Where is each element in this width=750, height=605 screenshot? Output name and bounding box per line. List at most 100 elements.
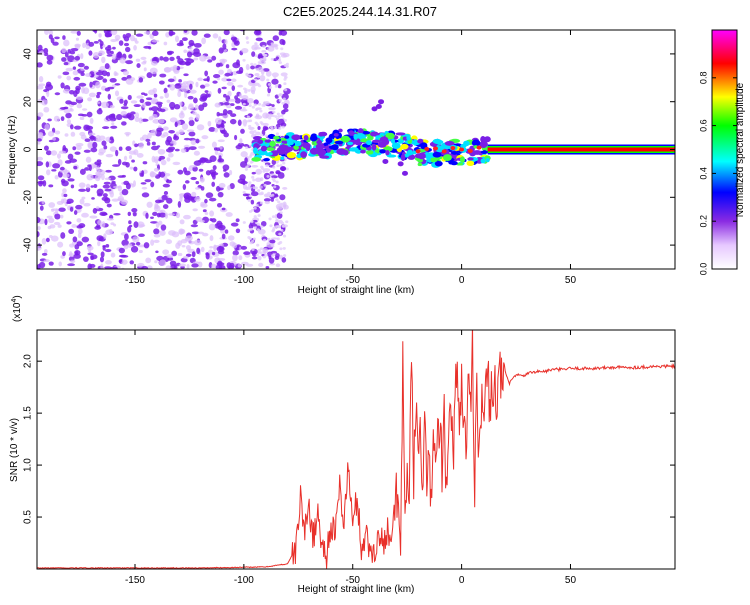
heat-cell <box>251 105 255 109</box>
heat-cell <box>133 104 141 108</box>
heat-cell <box>124 46 131 53</box>
heat-cell <box>480 150 489 154</box>
heat-cell <box>79 168 86 175</box>
heat-cell <box>277 58 282 62</box>
heat-cell <box>193 57 199 61</box>
heat-cell <box>67 178 75 182</box>
x-tick-label: 0 <box>459 275 465 286</box>
heat-cell <box>66 119 72 124</box>
heat-cell <box>104 188 112 192</box>
heat-cell <box>209 210 215 217</box>
heat-cell <box>260 220 267 227</box>
heat-cell <box>432 138 442 144</box>
heat-cell <box>38 75 44 83</box>
heat-cell <box>267 191 271 195</box>
heat-cell <box>278 232 282 236</box>
heat-cell <box>415 149 421 154</box>
snr-series-line <box>37 330 675 569</box>
heat-cell <box>211 263 217 269</box>
heat-cell <box>257 251 261 254</box>
heat-cell <box>278 61 283 65</box>
heat-cell <box>374 148 380 154</box>
heat-cell <box>283 64 287 67</box>
heat-cell <box>199 84 206 89</box>
heat-cell <box>174 148 180 152</box>
colorbar-ticks: 0.0 0.2 0.4 0.6 0.8 <box>698 72 737 275</box>
heat-cell <box>37 230 40 238</box>
heat-cell <box>79 198 85 205</box>
heat-cell <box>264 201 270 205</box>
heat-cell <box>54 36 60 40</box>
heat-cell <box>66 221 72 225</box>
x-tick-label: 0 <box>459 575 465 586</box>
heat-cell <box>214 102 221 108</box>
y-tick-label: 0 <box>23 146 34 152</box>
heat-cell <box>200 246 205 253</box>
heat-cell <box>245 36 249 40</box>
heat-cell <box>54 92 61 96</box>
heat-cell <box>105 46 112 51</box>
heat-cell <box>146 141 151 146</box>
heat-cell <box>171 250 178 257</box>
heat-cell <box>250 199 255 205</box>
heat-cell <box>101 56 106 64</box>
heat-cell <box>135 33 144 37</box>
heat-cell <box>130 77 136 81</box>
heat-cell <box>338 128 343 133</box>
heat-cell <box>139 137 144 141</box>
heat-cell <box>141 186 148 190</box>
heat-cell <box>258 262 264 267</box>
heat-cell <box>54 174 59 180</box>
heat-cell <box>134 112 140 119</box>
heat-cell <box>255 203 259 207</box>
heat-cell <box>146 201 153 208</box>
heat-cell <box>151 39 160 43</box>
heat-cell <box>55 208 59 215</box>
heat-cell <box>282 103 289 110</box>
heat-cell <box>170 107 175 110</box>
heat-cell <box>264 139 272 143</box>
heat-cell <box>480 158 486 164</box>
heat-cell <box>281 257 287 263</box>
heat-cell <box>90 255 95 261</box>
heat-cell <box>271 215 276 219</box>
snr-y-ticks: 0.5 1.0 1.5 2.0 <box>23 354 675 524</box>
heat-cell <box>122 70 130 76</box>
heat-cell <box>202 232 209 237</box>
heat-cell <box>78 188 87 192</box>
heat-cell <box>209 155 217 163</box>
heat-cell <box>273 135 280 140</box>
heat-cell <box>248 237 252 241</box>
heat-cell <box>110 252 116 258</box>
heat-cell <box>84 138 91 143</box>
heat-cell <box>81 196 86 200</box>
heat-cell <box>66 201 72 205</box>
heat-cell <box>459 156 466 163</box>
heat-cell <box>102 245 106 251</box>
heat-cell <box>157 107 162 112</box>
heat-cell <box>183 192 192 200</box>
heat-cell <box>443 154 452 162</box>
heat-cell <box>222 108 228 116</box>
heat-cell <box>96 94 100 99</box>
heat-cell <box>294 140 302 147</box>
heat-cell <box>246 97 254 104</box>
heat-cell <box>95 134 101 142</box>
heat-cell <box>169 264 177 269</box>
heat-cell <box>67 263 75 267</box>
heat-cell <box>120 106 129 110</box>
heat-cell <box>168 213 175 216</box>
heat-cell <box>356 133 365 138</box>
heat-cell <box>186 58 195 64</box>
heat-cell <box>76 30 81 36</box>
heat-cell <box>92 30 97 33</box>
snr-background <box>37 330 675 569</box>
heat-cell <box>270 57 274 61</box>
heat-cell <box>166 99 171 103</box>
heat-cell <box>169 101 176 109</box>
heat-cell <box>274 115 278 118</box>
heat-cell <box>87 263 92 269</box>
heat-cell <box>228 98 236 102</box>
heat-cell <box>218 47 224 54</box>
heat-cell <box>96 166 101 172</box>
